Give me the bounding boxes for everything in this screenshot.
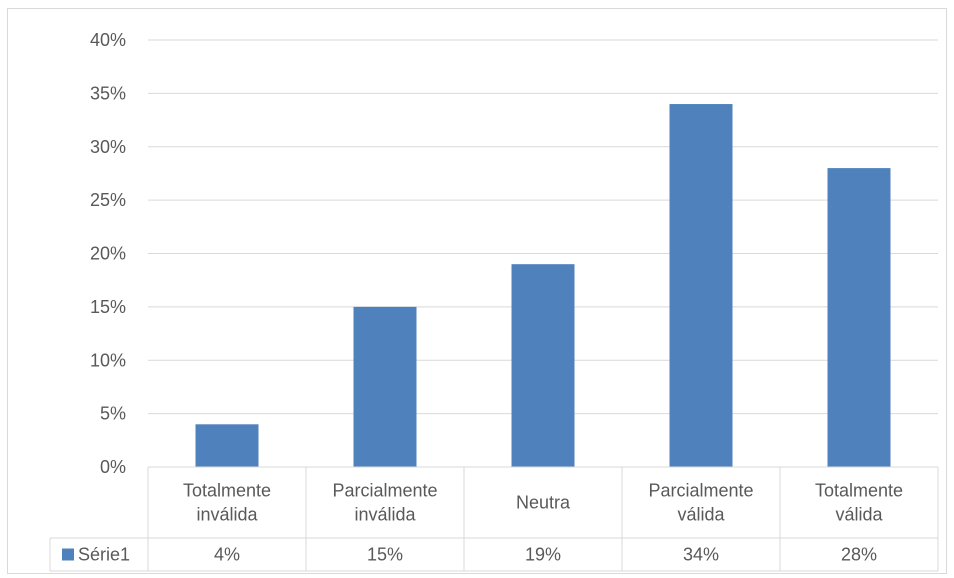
category-label: Parcialmente (332, 481, 437, 501)
category-label: inválida (196, 505, 258, 525)
gridlines (148, 39, 938, 415)
bar (195, 424, 259, 467)
series-name: Série1 (78, 545, 130, 565)
category-label: Parcialmente (648, 481, 753, 501)
category-label: Neutra (516, 493, 571, 513)
y-tick-label: 15% (90, 297, 126, 317)
y-tick-label: 25% (90, 190, 126, 210)
category-label: inválida (354, 505, 416, 525)
bar (511, 264, 575, 467)
data-table-value: 28% (841, 545, 877, 565)
y-tick-label: 5% (100, 404, 126, 424)
y-tick-label: 40% (90, 30, 126, 50)
data-table-value: 34% (683, 545, 719, 565)
data-table-value: 15% (367, 545, 403, 565)
y-tick-label: 35% (90, 83, 126, 103)
data-table: Totalmente inválida Parcialmente inválida Ne… (49, 466, 939, 572)
category-label: Totalmente (815, 481, 903, 501)
chart-frame (7, 8, 947, 574)
category-label: Totalmente (183, 481, 271, 501)
y-tick-label: 10% (90, 350, 126, 370)
bar (669, 104, 733, 468)
data-table-value: 19% (525, 545, 561, 565)
y-tick-label: 30% (90, 137, 126, 157)
legend-key (62, 548, 74, 561)
category-label: válida (677, 505, 725, 525)
data-table-value: 4% (214, 545, 240, 565)
bar-series (195, 104, 891, 468)
y-axis-tick-labels: 0% 5% 10% 15% 20% 25% 30% 35% 40% (90, 30, 126, 477)
category-label: válida (835, 505, 883, 525)
bar (827, 168, 891, 467)
y-tick-label: 0% (100, 457, 126, 477)
y-tick-label: 20% (90, 244, 126, 264)
bar (353, 306, 417, 467)
